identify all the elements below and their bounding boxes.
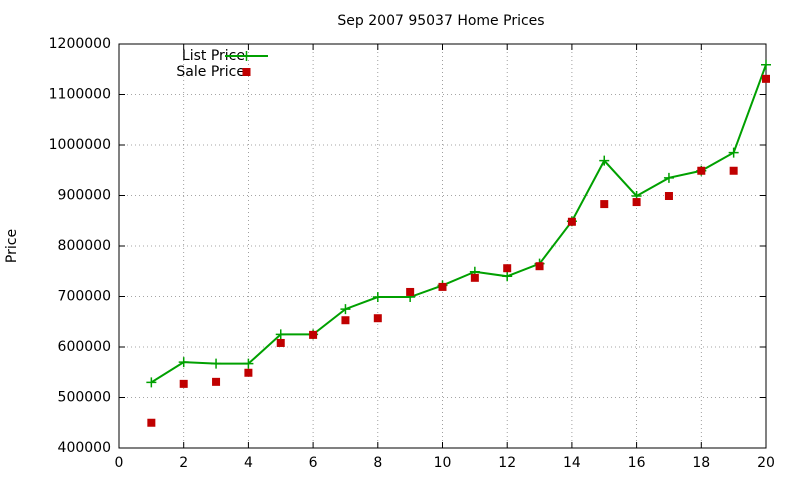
data-point <box>632 198 641 207</box>
data-point <box>406 287 415 296</box>
y-tick-label: 1100000 <box>49 87 111 103</box>
data-point <box>147 418 156 427</box>
y-tick-label: 800000 <box>58 238 111 254</box>
data-point <box>146 377 157 388</box>
data-point <box>663 172 674 183</box>
y-tick-label: 600000 <box>58 339 111 355</box>
series-line <box>150 64 767 384</box>
y-tick-label: 1200000 <box>49 36 111 52</box>
y-tick-label: 700000 <box>58 289 111 305</box>
x-tick-label: 20 <box>757 455 775 471</box>
x-tick-label: 12 <box>498 455 516 471</box>
data-point <box>178 357 189 368</box>
data-point <box>762 74 770 83</box>
x-tick-label: 10 <box>434 455 452 471</box>
data-point <box>502 271 513 282</box>
data-point <box>373 314 382 323</box>
x-tick-label: 14 <box>563 455 581 471</box>
data-point <box>243 358 254 369</box>
x-tick-label: 2 <box>179 455 188 471</box>
x-tick-label: 8 <box>373 455 382 471</box>
x-tick-label: 0 <box>115 455 124 471</box>
data-point <box>211 358 222 369</box>
data-point <box>664 192 673 201</box>
data-point <box>341 316 350 325</box>
y-tick-label: 400000 <box>58 440 111 456</box>
data-point <box>567 217 576 226</box>
chart-title: Sep 2007 95037 Home Prices <box>337 13 544 29</box>
data-point <box>340 304 351 315</box>
x-tick-label: 18 <box>692 455 710 471</box>
y-tick-label: 1000000 <box>49 137 111 153</box>
plot-border <box>118 43 767 449</box>
data-point <box>372 292 383 303</box>
data-point <box>179 379 188 388</box>
legend-label: List Price <box>182 48 245 64</box>
data-point <box>729 166 738 175</box>
y-tick-label: 900000 <box>58 188 111 204</box>
data-point <box>438 282 447 291</box>
data-point <box>600 200 609 209</box>
x-tick-label: 6 <box>309 455 318 471</box>
x-tick-label: 16 <box>628 455 646 471</box>
data-point <box>309 330 318 339</box>
data-point <box>244 368 253 377</box>
data-point <box>697 166 706 175</box>
data-point <box>728 147 739 158</box>
data-point <box>212 377 221 386</box>
x-tick-label: 4 <box>244 455 253 471</box>
data-point <box>470 273 479 282</box>
data-point <box>275 329 286 340</box>
data-point <box>535 262 544 271</box>
data-point <box>761 59 771 70</box>
data-point <box>276 338 285 347</box>
legend-label: Sale Price <box>176 64 245 80</box>
legend-marker <box>242 68 251 76</box>
data-point <box>503 264 512 273</box>
y-tick-label: 500000 <box>58 390 111 406</box>
data-point <box>599 155 610 166</box>
y-axis-label: Price <box>4 229 20 263</box>
legend-marker <box>241 51 252 61</box>
